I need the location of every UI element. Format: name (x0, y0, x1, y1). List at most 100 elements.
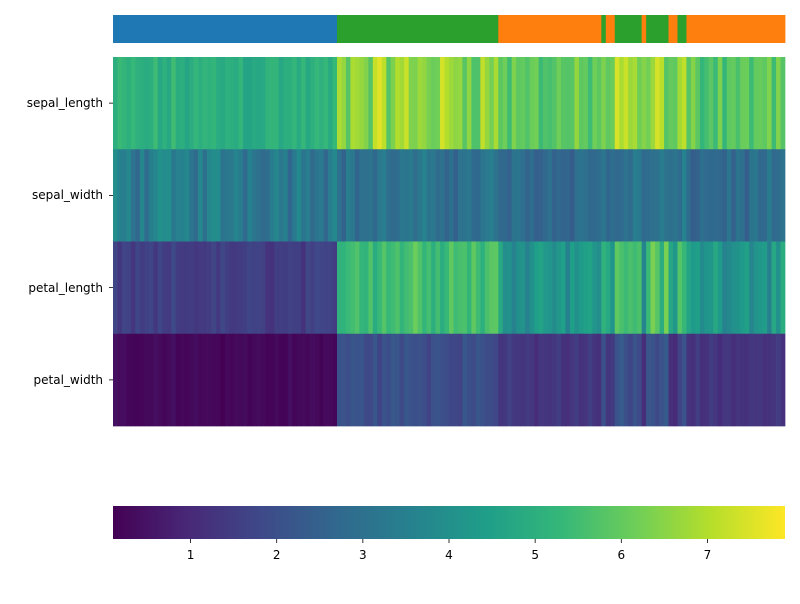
heatmap-cell (426, 57, 432, 150)
heatmap-cell (413, 333, 418, 427)
heatmap-cell (225, 57, 230, 150)
heatmap-cell (673, 241, 678, 335)
heatmap-cell (695, 241, 701, 335)
heatmap-cell (623, 149, 629, 242)
heatmap-cell (319, 149, 324, 242)
heatmap-cell (431, 149, 436, 242)
heatmap-cell (422, 149, 427, 242)
heatmap-cell (444, 57, 450, 150)
heatmap-cell (677, 57, 683, 150)
heatmap-cell (659, 241, 665, 335)
heatmap-cell (776, 333, 781, 427)
colorbar-tick-label: 4 (445, 548, 453, 562)
heatmap-cell (189, 57, 194, 150)
heatmap-cell (269, 241, 275, 335)
group-segment-setosa (113, 15, 338, 43)
heatmap-cell (552, 149, 557, 242)
heatmap-cell (502, 333, 508, 427)
heatmap-cell (350, 333, 356, 427)
heatmap-cell (619, 57, 625, 150)
heatmap-cell (202, 149, 208, 242)
heatmap-cell (260, 149, 266, 242)
heatmap-cell (561, 333, 566, 427)
heatmap-cell (516, 333, 522, 427)
heatmap-cell (345, 241, 351, 335)
heatmap-cell (404, 149, 410, 242)
heatmap-cell (466, 57, 472, 150)
heatmap-cell (605, 149, 611, 242)
heatmap-cell (372, 241, 378, 335)
heatmap-cell (686, 241, 692, 335)
heatmap-cell (350, 241, 356, 335)
heatmap-cell (547, 149, 553, 242)
heatmap-cell (148, 149, 154, 242)
heatmap-cell (462, 333, 468, 427)
heatmap-cell (426, 241, 432, 335)
heatmap-cell (117, 149, 123, 242)
heatmap-cell (431, 333, 436, 427)
heatmap-cell (462, 149, 468, 242)
heatmap-cell (153, 333, 159, 427)
heatmap-cell (722, 241, 728, 335)
heatmap-cell (350, 57, 356, 150)
heatmap-cell (216, 57, 221, 150)
heatmap-cell (404, 241, 410, 335)
heatmap-cell (368, 333, 374, 427)
heatmap-cell (614, 241, 620, 335)
group-segment-versicolor (605, 15, 616, 43)
heatmap-cell (216, 333, 221, 427)
heatmap-cell (162, 149, 168, 242)
heatmap-cell (229, 333, 235, 427)
heatmap-cell (233, 333, 239, 427)
heatmap-cell (278, 149, 284, 242)
heatmap-cell (731, 241, 737, 335)
heatmap-cell (771, 57, 777, 150)
heatmap-cell (377, 333, 383, 427)
heatmap-cell (113, 57, 118, 150)
heatmap-cell (475, 149, 481, 242)
heatmap-cell (735, 57, 741, 150)
heatmap-cell (287, 241, 293, 335)
heatmap-cell (301, 333, 306, 427)
heatmap-cell (493, 333, 499, 427)
heatmap-cell (144, 57, 150, 150)
heatmap-cell (668, 149, 674, 242)
heatmap-cell (144, 241, 150, 335)
heatmap-cell (440, 149, 445, 242)
heatmap-cell (305, 333, 311, 427)
group-segment-virginica (677, 15, 687, 43)
heatmap-cell (139, 57, 145, 150)
heatmap-cell (610, 333, 616, 427)
heatmap-cell (337, 333, 342, 427)
heatmap-cell (341, 149, 347, 242)
heatmap-cell (493, 57, 499, 150)
heatmap-cell (646, 149, 651, 242)
heatmap-cell (377, 57, 383, 150)
heatmap-cell (260, 57, 266, 150)
heatmap-cell (305, 57, 311, 150)
heatmap-cell (762, 149, 768, 242)
heatmap-cell (511, 241, 517, 335)
heatmap-cell (359, 241, 365, 335)
heatmap-cell (444, 149, 450, 242)
heatmap-cell (740, 149, 746, 242)
heatmap-cell (126, 149, 132, 242)
heatmap-cell (457, 333, 463, 427)
heatmap-cell (623, 241, 629, 335)
heatmap-cell (287, 333, 293, 427)
heatmap-cell (274, 57, 280, 150)
heatmap-cell (278, 333, 284, 427)
heatmap-cell (762, 241, 768, 335)
heatmap-cell (269, 333, 275, 427)
heatmap-cell (713, 57, 719, 150)
heatmap-cell (292, 149, 298, 242)
heatmap-cell (552, 57, 557, 150)
heatmap-cell (363, 149, 369, 242)
heatmap-cell (767, 149, 772, 242)
heatmap-cell (193, 241, 199, 335)
heatmap-cell (547, 57, 553, 150)
heatmap-cell (216, 149, 221, 242)
heatmap-cell (296, 149, 302, 242)
heatmap-cell (628, 149, 634, 242)
heatmap-cell (655, 333, 660, 427)
